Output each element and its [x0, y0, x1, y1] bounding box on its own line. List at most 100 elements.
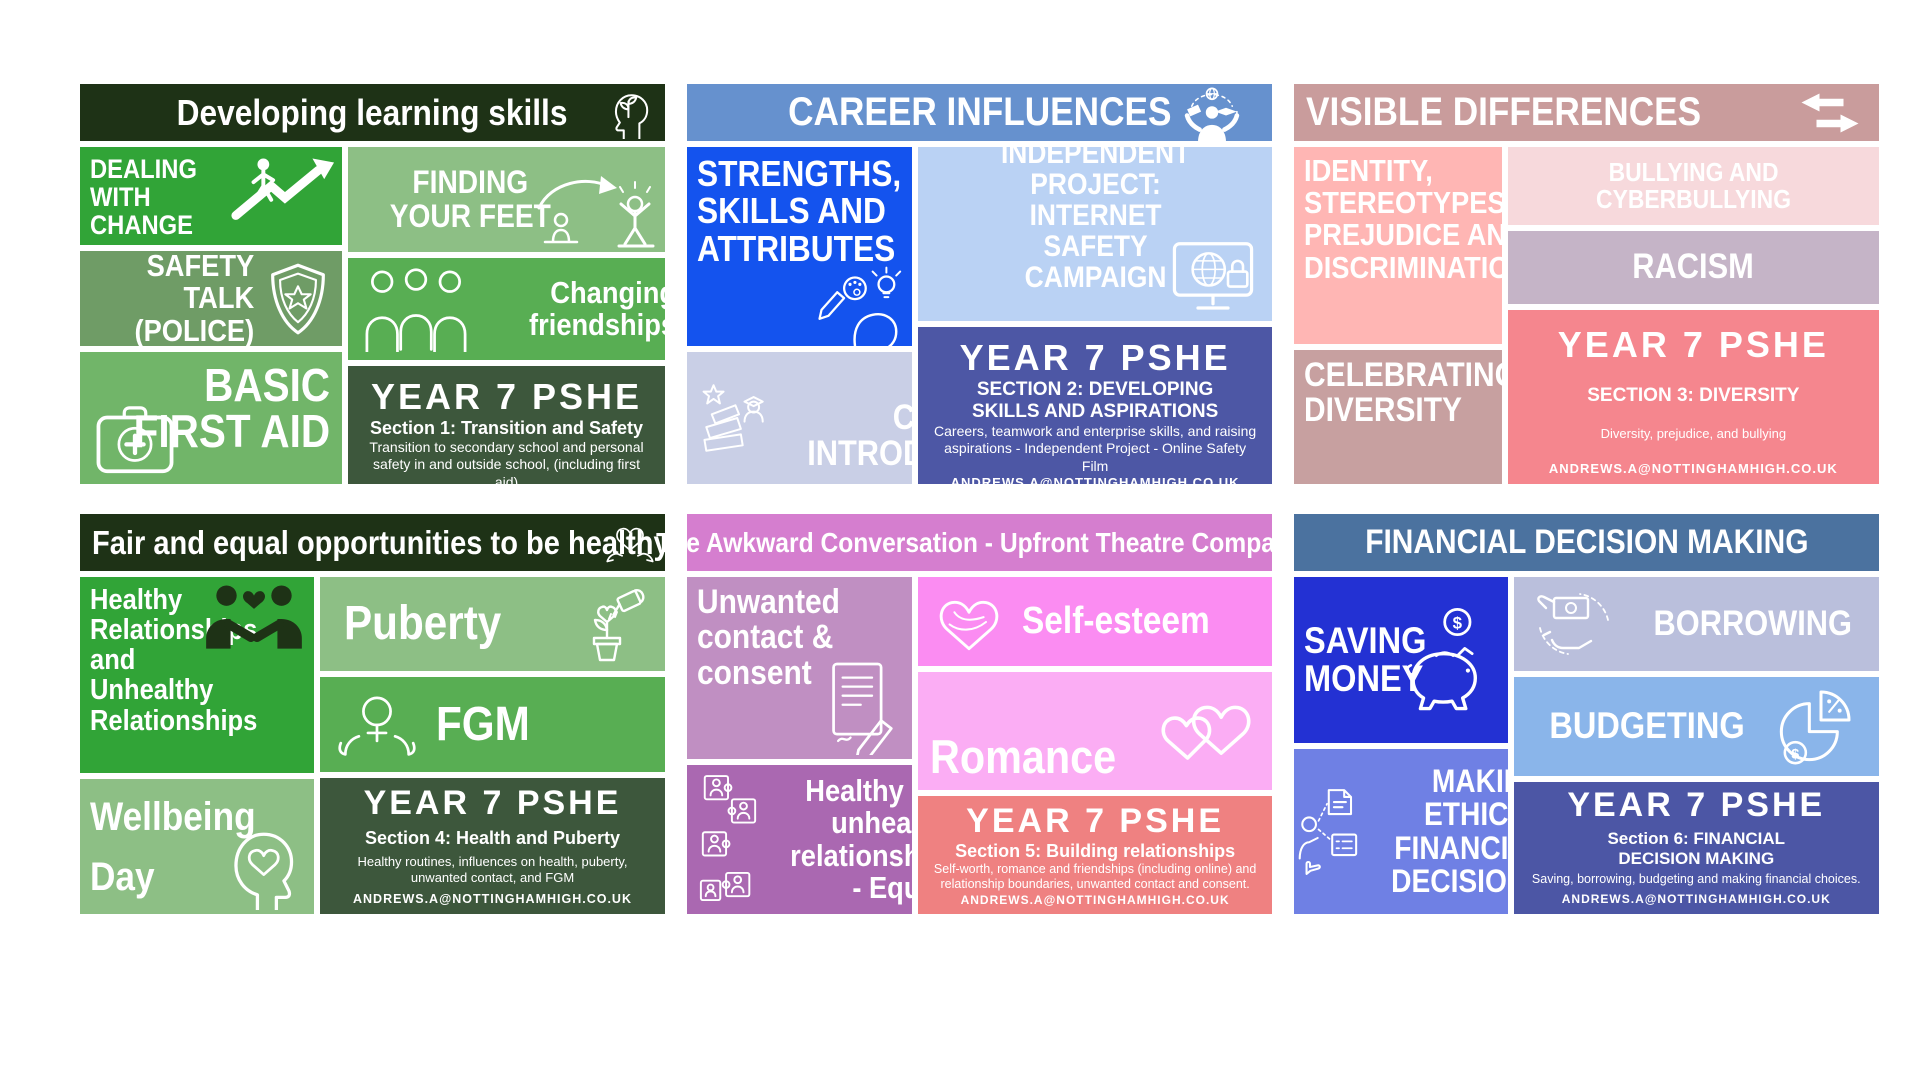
panel-awkward-conversation: The Awkward Conversation - Upfront Theat… [656, 514, 1303, 914]
celebrating-person-icon [537, 176, 655, 248]
document-signing-icon [832, 662, 893, 755]
panel6-year7-pshe-card: YEAR 7 PSHE Section 6: FINANCIAL DECISIO… [1513, 782, 1879, 914]
panel2-title: CAREER INFLUENCES [787, 90, 1172, 134]
panel4-header: Fair and equal opportunities to be healt… [80, 514, 670, 571]
hands-female-symbol-icon [338, 695, 416, 756]
panel-fair-equal-healthy: Fair and equal opportunities to be healt… [80, 514, 670, 914]
tile-dealing-label: DEALING WITH CHANGE [90, 154, 197, 241]
panel3-title: VISIBLE DIFFERENCES [1306, 90, 1702, 134]
tile-relationships-label: Healthy Relationships and Unhealthy Rela… [90, 584, 258, 737]
tile-equate-relationships: Healthy and unhealthy relationships - Eq… [687, 765, 913, 914]
pshe-title: YEAR 7 PSHE [1567, 786, 1826, 824]
pie-chart-coin-icon: $ [1780, 689, 1851, 764]
panel3-header: VISIBLE DIFFERENCES [1294, 84, 1879, 141]
tile-healthy-unhealthy-relationships: Healthy Relationships and Unhealthy Rela… [80, 577, 314, 773]
panel-career-influences: CAREER INFLUENCES STRENGTHS, SKILLS AND … [687, 84, 1272, 484]
tile-celebrating-diversity: CELEBRATING DIVERSITY [1294, 350, 1502, 484]
tile-bullying-cyberbullying: BULLYING AND CYBERBULLYING [1507, 147, 1879, 225]
tile-puberty: Puberty [320, 577, 665, 671]
tile-romance: Romance [918, 672, 1272, 790]
panel1-header: Developing learning skills [80, 84, 665, 141]
tile-racism-label: RACISM [1632, 247, 1755, 287]
watering-plant-icon [592, 588, 645, 662]
tile-independent-project: INDEPENDENT PROJECT: INTERNET SAFETY CAM… [918, 147, 1272, 321]
tile-making-ethical-decisions: MAKING ETHICAL FINANCIAL DECISIONS [1294, 749, 1508, 914]
tile-first-aid-label: BASIC FIRST AID [133, 359, 331, 457]
panel5-title: The Awkward Conversation - Upfront Theat… [655, 526, 1304, 558]
walking-on-arrow-icon [231, 158, 335, 220]
pshe-title: YEAR 7 PSHE [370, 376, 643, 417]
creative-head-icon [818, 266, 902, 346]
tile-borrowing: BORROWING [1513, 577, 1879, 671]
pshe-section: Section 4: Health and Puberty [364, 828, 621, 849]
tile-ethical-label: MAKING ETHICAL FINANCIAL DECISIONS [1390, 762, 1508, 899]
pshe-section: Section 1: Transition and Safety [369, 418, 644, 438]
tile-finding-label: FINDING YOUR FEET [389, 164, 551, 234]
tile-racism: RACISM [1507, 231, 1879, 304]
panel2-header: CAREER INFLUENCES [687, 84, 1272, 142]
tile-identity-stereotypes: IDENTITY, STEREOTYPES, PREJUDICE AND DIS… [1294, 147, 1502, 344]
panel1-title: Developing learning skills [177, 91, 568, 133]
pshe-section: SECTION 3: DIVERSITY [1587, 384, 1800, 406]
puzzle-people-icon [699, 774, 757, 901]
pshe-section: SECTION 2: DEVELOPING SKILLS AND ASPIRAT… [971, 379, 1219, 422]
pshe-description: Diversity, prejudice, and bullying [1600, 425, 1787, 441]
tile-celebrating-label: CELEBRATING DIVERSITY [1304, 356, 1502, 430]
hands-holding-health-heart-icon [606, 527, 654, 563]
panel5-year7-pshe-card: YEAR 7 PSHE Section 5: Building relation… [918, 796, 1272, 914]
tile-friendships-label: Changing friendships [529, 274, 665, 342]
tile-saving-label: SAVING MONEY [1304, 619, 1427, 699]
head-plant-icon [614, 94, 649, 139]
panel4-title: Fair and equal opportunities to be healt… [92, 523, 670, 561]
pshe-curriculum-poster: Developing learning skills DEALING WITH … [80, 84, 1879, 914]
pshe-section: Section 6: FINANCIAL DECISION MAKING [1607, 829, 1786, 868]
three-friends-icon [365, 268, 467, 352]
panel6-header: FINANCIAL DECISION MAKING [1294, 514, 1879, 571]
pshe-section: Section 5: Building relationships [955, 841, 1236, 861]
tile-saving-money: SAVING MONEY $ [1294, 577, 1508, 743]
tile-budgeting-label: BUDGETING [1549, 705, 1745, 747]
tile-wellbeing-label: Wellbeing Day [90, 795, 256, 899]
tile-bullying-label: BULLYING AND CYBERBULLYING [1595, 156, 1791, 214]
tile-budgeting: BUDGETING $ [1513, 677, 1879, 776]
panel-visible-differences: VISIBLE DIFFERENCES IDENTITY, STEREOTYPE… [1294, 84, 1879, 484]
handshake-heart-icon [206, 585, 302, 649]
panel-financial-decision-making: FINANCIAL DECISION MAKING SAVING MONEY $ [1294, 514, 1879, 914]
pshe-description: Careers, teamwork and enterprise skills,… [934, 422, 1257, 474]
tile-careers-label: SCHOOL CAREERS INTRODUCTION [807, 363, 913, 474]
monitor-globe-lock-icon [1172, 242, 1254, 310]
tile-basic-first-aid: BASIC FIRST AID [80, 352, 343, 484]
juggling-person-icon [1184, 87, 1240, 142]
panel-developing-learning-skills: Developing learning skills DEALING WITH … [80, 84, 665, 484]
tile-unwanted-label: Unwanted contact & consent [697, 583, 840, 692]
panel5-header: The Awkward Conversation - Upfront Theat… [656, 514, 1303, 571]
pshe-title: YEAR 7 PSHE [363, 784, 622, 822]
tile-wellbeing-day: Wellbeing Day [80, 779, 314, 914]
pshe-email: ANDREWS.A@NOTTINGHAMHIGH.CO.UK [1561, 892, 1831, 906]
tile-strengths-label: STRENGTHS, SKILLS AND ATTRIBUTES [697, 153, 902, 269]
pshe-description: Healthy routines, influences on health, … [357, 854, 628, 886]
pshe-email: ANDREWS.A@NOTTINGHAMHIGH.CO.UK [960, 892, 1230, 907]
books-star-graduate-icon [702, 384, 764, 452]
person-documents-checklist-icon [1298, 788, 1358, 875]
tile-finding-your-feet: FINDING YOUR FEET [348, 147, 665, 252]
pshe-title: YEAR 7 PSHE [1557, 324, 1829, 365]
tile-strengths-skills-attributes: STRENGTHS, SKILLS AND ATTRIBUTES [687, 147, 913, 346]
tile-puberty-label: Puberty [344, 597, 502, 651]
pshe-description: Transition to secondary school and perso… [369, 438, 644, 484]
panel1-year7-pshe-card: YEAR 7 PSHE Section 1: Transition and Sa… [348, 366, 665, 484]
svg-text:$: $ [1453, 613, 1463, 632]
tile-fgm-label: FGM [436, 697, 530, 751]
tile-changing-friendships: Changing friendships [348, 258, 665, 360]
police-badge-icon [271, 263, 325, 334]
svg-text:$: $ [1792, 745, 1800, 761]
pshe-title: YEAR 7 PSHE [959, 337, 1231, 378]
left-right-arrows-icon [1801, 93, 1859, 133]
two-hearts-icon [1161, 705, 1251, 760]
first-aid-kit-icon [96, 406, 174, 474]
tile-dealing-with-change: DEALING WITH CHANGE [80, 147, 343, 245]
panel4-year7-pshe-card: YEAR 7 PSHE Section 4: Health and Pubert… [320, 778, 665, 914]
pshe-title: YEAR 7 PSHE [966, 802, 1225, 840]
tile-safety-talk-police: SAFETY TALK (POLICE) [80, 251, 343, 346]
panel3-year7-pshe-card: YEAR 7 PSHE SECTION 3: DIVERSITY Diversi… [1507, 310, 1879, 484]
